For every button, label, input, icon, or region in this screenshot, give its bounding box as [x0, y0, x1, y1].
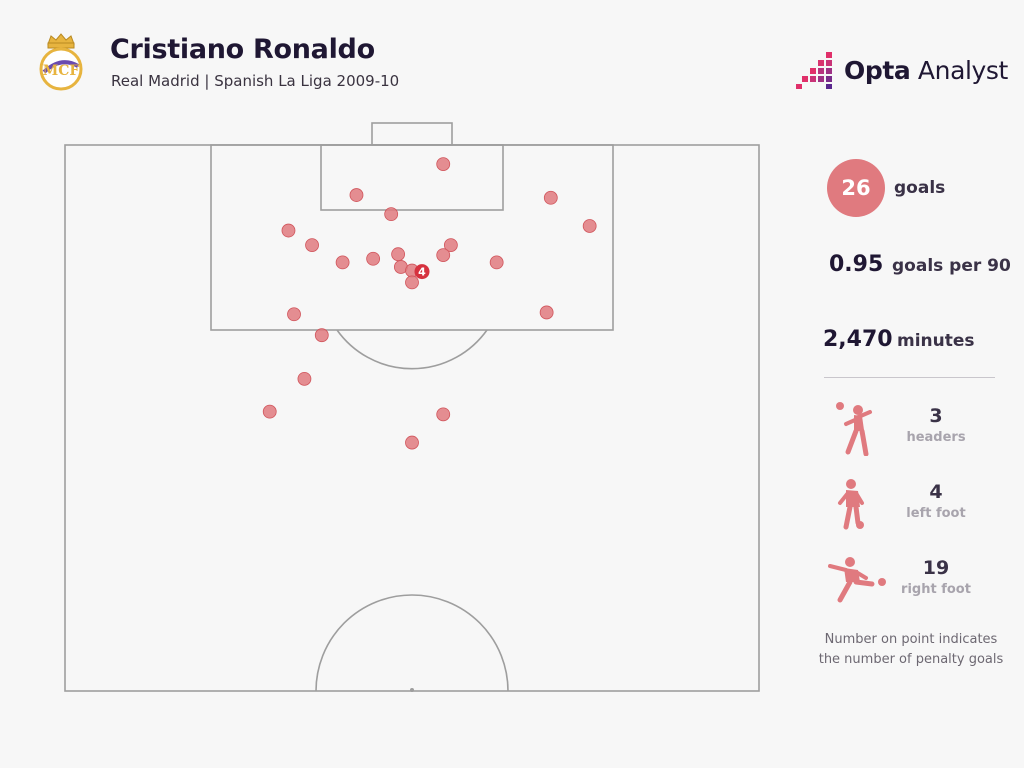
- brand-rest-text: Analyst: [910, 56, 1008, 85]
- goals-label: goals: [894, 178, 946, 198]
- page-subtitle: Real Madrid | Spanish La Liga 2009-10: [111, 72, 400, 90]
- penalty-area: [210, 144, 614, 331]
- right-foot-player-icon: [828, 557, 886, 603]
- goal-point-18: [539, 305, 554, 320]
- goal-point-4: [384, 207, 399, 222]
- header-player-icon: [836, 402, 872, 456]
- headers-count: 3: [929, 405, 943, 427]
- goal-point-23: [405, 435, 419, 450]
- pitch-outline: [64, 144, 760, 692]
- goal-point-8: [443, 238, 458, 253]
- headers-label: headers: [906, 430, 966, 445]
- right-foot-label: right foot: [901, 582, 971, 597]
- goal-point-19: [314, 328, 329, 343]
- goal-point-16: [405, 275, 419, 290]
- goal-point-5: [582, 219, 597, 233]
- shot-type-right-foot: 19 right foot: [886, 557, 986, 597]
- left-foot-count: 4: [929, 481, 943, 503]
- centre-circle: [315, 594, 509, 692]
- penalty-count-label-1: 4: [418, 266, 426, 279]
- shot-type-left-foot: 4 left foot: [886, 481, 986, 521]
- page-title: Cristiano Ronaldo: [110, 34, 375, 65]
- half-pitch: 4: [64, 122, 760, 692]
- real-madrid-crest-icon: MCF: [39, 33, 83, 91]
- brand-name: Opta Analyst: [844, 56, 1008, 85]
- minutes-label: minutes: [897, 331, 975, 351]
- penalty-note-line-1: Number on point indicates: [824, 632, 998, 647]
- penalty-arc: [336, 329, 488, 370]
- goal-point-21: [262, 404, 277, 419]
- goals-total: 26: [827, 159, 885, 217]
- penalty-note-line-2: the number of penalty goals: [818, 652, 1004, 667]
- goal-point-1: [436, 157, 451, 172]
- centre-spot: [410, 688, 414, 692]
- goal-point-10: [436, 248, 451, 263]
- goal-point-2: [349, 188, 364, 202]
- goal: [371, 122, 453, 146]
- goal-point-20: [297, 371, 312, 386]
- shot-type-headers: 3 headers: [886, 405, 986, 445]
- goal-point-13: [489, 255, 504, 270]
- brand-bold-text: Opta: [844, 56, 911, 85]
- right-foot-count: 19: [922, 557, 950, 579]
- left-foot-label: left foot: [906, 506, 966, 521]
- penalty-point-1: [414, 264, 430, 280]
- left-foot-player-icon: [838, 479, 864, 530]
- goals-per90-value: 0.95: [829, 252, 884, 277]
- goals-per90-label: goals per 90: [892, 256, 1011, 276]
- goal-point-11: [366, 251, 381, 266]
- opta-logo-mark-icon: [796, 52, 832, 89]
- stats-divider: [824, 377, 995, 378]
- goal-point-6: [281, 223, 296, 238]
- minutes-value: 2,470: [823, 327, 893, 352]
- goal-point-7: [305, 238, 319, 253]
- opta-analyst-logo: Opta Analyst: [796, 50, 1008, 92]
- penalty-note: Number on point indicates the number of …: [806, 630, 1016, 670]
- svg-text:MCF: MCF: [43, 63, 80, 79]
- six-yard-box: [320, 144, 504, 211]
- goal-point-12: [335, 255, 350, 270]
- goal-point-9: [391, 247, 406, 262]
- goal-point-22: [436, 407, 451, 422]
- goal-point-17: [287, 307, 301, 322]
- goal-point-3: [543, 190, 558, 205]
